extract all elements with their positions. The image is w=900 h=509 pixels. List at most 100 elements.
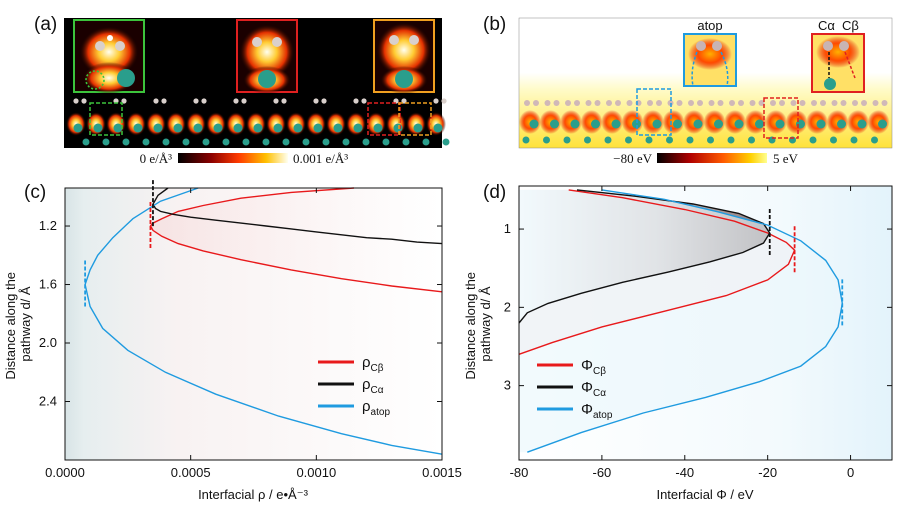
adsorbate-atom — [656, 100, 662, 106]
metal-atom — [433, 123, 443, 133]
plot-c-y-ticks: 1.2 1.6 2.0 2.4 — [39, 218, 442, 409]
plot-c-x-ticks: 0.0000 0.0005 0.0010 0.0015 — [45, 188, 462, 480]
metal-atom — [707, 136, 714, 144]
metal-atom — [809, 136, 817, 144]
y-tick-label: 1.2 — [39, 218, 57, 233]
y-tick-label: 3 — [504, 378, 511, 393]
adsorbate-atom — [594, 100, 601, 106]
adsorbate-atom — [313, 98, 319, 104]
x-tick-label: -40 — [675, 465, 694, 480]
plot-d-x-axis-label: Interfacial Φ / eV — [656, 487, 753, 502]
metal-atom — [173, 123, 183, 133]
metal-atom — [584, 136, 591, 144]
selection-box-b2 — [763, 97, 799, 139]
metal-atom — [591, 119, 600, 129]
adsorbate-atom — [758, 100, 765, 106]
metal-atom — [422, 138, 430, 146]
adsorbate-atom — [852, 100, 858, 106]
metal-atom — [727, 136, 735, 144]
adsorbate-atom — [820, 100, 826, 106]
series-Cβ-line — [149, 187, 443, 293]
adsorbate-atom — [361, 98, 367, 104]
legend-subscript: Cα — [371, 385, 384, 396]
metal-atom — [543, 136, 550, 144]
adsorbate-atom — [585, 100, 592, 106]
adsorbate-atom — [626, 100, 633, 106]
x-tick-label: 0.0005 — [171, 465, 211, 480]
metal-atom — [645, 136, 653, 144]
metal-atom — [550, 119, 559, 129]
legend-subscript: atop — [371, 407, 391, 418]
x-tick-label: -20 — [758, 465, 777, 480]
adsorbate-atom — [193, 98, 199, 104]
x-tick-label: 0.0000 — [45, 465, 85, 480]
colorbar-a-min-label: 0 e/Å³ — [140, 151, 173, 166]
y-tick-label: 1 — [504, 221, 511, 236]
metal-atom — [202, 138, 210, 146]
adsorbate-atom — [688, 100, 694, 106]
y-tick-label: 2 — [504, 299, 511, 314]
y-tick-label: 2.0 — [39, 335, 57, 350]
inset-b-atop — [683, 33, 737, 87]
plot-d-y-axis-label-line2: pathway d/ Å — [478, 286, 493, 361]
adsorbate-atom — [779, 100, 785, 106]
metal-atom — [611, 119, 621, 129]
metal-atom — [837, 119, 846, 129]
adsorbate-atom — [353, 98, 359, 104]
metal-atom — [850, 136, 858, 144]
metal-atom — [353, 123, 363, 133]
adsorbate-atom — [738, 100, 744, 106]
adsorbate-atom — [321, 98, 327, 104]
metal-atom — [162, 138, 170, 146]
adsorbate-atom — [790, 100, 797, 106]
panel-b-label: (b) — [483, 14, 506, 35]
selection-box-b1 — [636, 88, 672, 136]
plot-d-frame — [518, 185, 893, 461]
plot-d-y-axis-label: Distance along the pathway d/ Å — [463, 268, 493, 379]
panel-d: (d) -80 -60 -40 -20 0 1 2 3 Interfacial Φ / eV… — [463, 182, 893, 502]
plot-c-fills — [150, 188, 442, 292]
plot-d-fills — [519, 189, 843, 453]
metal-atom — [755, 119, 764, 129]
panel-b: (b) atop Cα Cβ −80 eV 5 eV — [483, 14, 893, 166]
legend-entry-Cα: ΦCα — [581, 379, 606, 399]
selection-box-a2 — [367, 102, 401, 136]
legend-entry-Cα: ρCα — [362, 376, 384, 396]
legend-subscript: atop — [593, 410, 613, 421]
adsorbate-atom — [533, 100, 539, 106]
panel-c: (c) 0.0000 0.0005 0.0010 0.0015 1.2 1.6 2.0 2.… — [3, 180, 462, 502]
atop-label: atop — [697, 18, 722, 33]
colorbar-b-min-label: −80 eV — [613, 151, 652, 166]
adsorbate-atom — [708, 100, 715, 106]
c-beta-label: Cβ — [842, 18, 859, 33]
legend-entry-atop: Φatop — [581, 401, 613, 421]
plot-c-frame — [64, 187, 443, 461]
metal-atom — [142, 138, 150, 146]
y-tick-label: 2.4 — [39, 394, 57, 409]
metal-atom — [632, 119, 641, 129]
metal-atom — [342, 138, 350, 146]
legend-symbol: Φ — [581, 401, 593, 418]
adsorbate-atom — [881, 100, 888, 106]
adsorbate-atom — [729, 100, 735, 106]
metal-atom — [673, 119, 682, 129]
metal-atom — [522, 136, 530, 144]
adsorbate-atom — [770, 100, 776, 106]
metal-atom — [293, 123, 303, 133]
legend-symbol: ρ — [362, 398, 371, 415]
adsorbate-atom — [811, 100, 817, 106]
metal-atom — [193, 123, 203, 133]
adsorbate-atom — [717, 100, 724, 106]
metal-atom — [878, 119, 887, 129]
adsorbate-atom — [433, 98, 439, 104]
legend-entry-Cβ: ρCβ — [362, 354, 384, 374]
fill-Cβ — [150, 188, 442, 292]
plot-d-x-ticks: -80 -60 -40 -20 0 — [510, 186, 854, 480]
adsorbate-atom — [233, 98, 239, 104]
adsorbate-atom — [201, 98, 207, 104]
adsorbate-atom — [799, 100, 806, 106]
x-tick-label: 0 — [847, 465, 854, 480]
colorbar-a-max-label: 0.001 e/Å³ — [293, 151, 348, 166]
adsorbate-atom — [544, 100, 551, 106]
